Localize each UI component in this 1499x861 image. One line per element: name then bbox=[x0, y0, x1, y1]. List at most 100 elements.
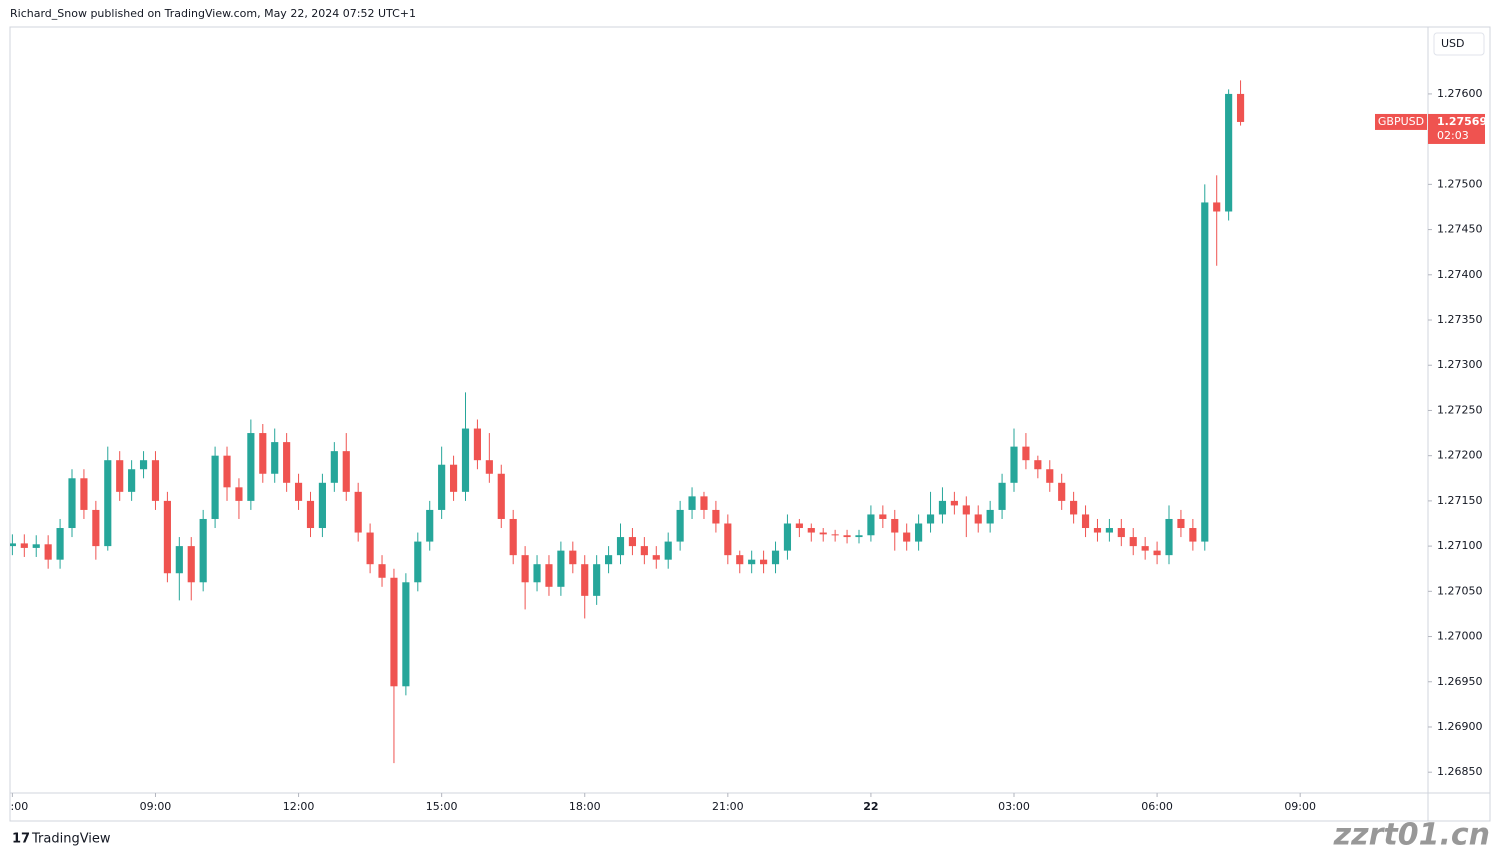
candle-body bbox=[581, 564, 589, 596]
candle-body bbox=[688, 496, 696, 510]
candle-body bbox=[926, 514, 935, 524]
candle-body bbox=[1141, 546, 1149, 551]
candle-body bbox=[1058, 482, 1066, 501]
x-tick-label: 22 bbox=[863, 800, 878, 813]
candle-body bbox=[485, 460, 493, 474]
candle-body bbox=[557, 550, 565, 587]
candle-body bbox=[1189, 528, 1197, 542]
frame bbox=[9, 26, 1491, 822]
candle-body bbox=[1010, 446, 1018, 483]
candle-body bbox=[986, 509, 994, 524]
candle-body bbox=[32, 544, 40, 548]
candle-body bbox=[938, 500, 947, 515]
y-tick-label: 1.27200 bbox=[1437, 449, 1483, 462]
candle-body bbox=[1070, 500, 1078, 515]
x-tick-label: 09:00 bbox=[140, 800, 172, 813]
candle-body bbox=[950, 500, 958, 506]
candle-body bbox=[390, 577, 398, 687]
y-tick-label: 1.27450 bbox=[1437, 223, 1483, 236]
candle-body bbox=[831, 534, 839, 536]
candle-body bbox=[271, 442, 279, 474]
candle-body bbox=[783, 523, 792, 551]
x-tick-label: 06:00 bbox=[0, 800, 28, 813]
candle-body bbox=[1213, 202, 1221, 212]
candle-body bbox=[974, 514, 982, 524]
candle-body bbox=[760, 559, 768, 565]
candle-body bbox=[461, 428, 470, 492]
x-tick-label: 09:00 bbox=[1284, 800, 1316, 813]
candle-body bbox=[1153, 550, 1161, 556]
candle-body bbox=[962, 505, 970, 515]
candle-body bbox=[771, 550, 780, 565]
candle-body bbox=[68, 478, 76, 529]
y-tick-label: 1.27150 bbox=[1437, 494, 1483, 507]
candle-body bbox=[414, 541, 422, 583]
candle-body bbox=[1129, 537, 1137, 547]
candle-body bbox=[1081, 514, 1090, 529]
currency-box[interactable] bbox=[1433, 32, 1485, 56]
candle-body bbox=[1117, 528, 1125, 538]
candle-body bbox=[1093, 528, 1102, 533]
candle-body bbox=[1034, 460, 1042, 470]
y-tick-label: 1.27500 bbox=[1437, 177, 1483, 190]
candle-body bbox=[1022, 446, 1030, 461]
candle-body bbox=[605, 555, 613, 565]
candle-body bbox=[903, 532, 911, 542]
currency[interactable]: USD bbox=[1441, 37, 1465, 50]
candle-body bbox=[867, 514, 875, 536]
candle-body bbox=[247, 433, 255, 501]
candle-body bbox=[426, 509, 434, 542]
candle-body bbox=[151, 460, 160, 501]
candle-body bbox=[497, 473, 505, 519]
candle-body bbox=[80, 478, 88, 510]
candle-body bbox=[294, 482, 303, 501]
candle-body bbox=[223, 455, 231, 488]
candle-body bbox=[449, 464, 458, 492]
candle-body bbox=[438, 464, 446, 510]
candle-body bbox=[10, 543, 16, 547]
candle-body bbox=[342, 451, 350, 492]
candle-body bbox=[306, 500, 315, 529]
candle-body bbox=[235, 487, 243, 501]
candle-body bbox=[402, 582, 410, 687]
candle-body bbox=[509, 518, 517, 556]
x-tick-label: 15:00 bbox=[426, 800, 458, 813]
candle-body bbox=[795, 523, 803, 529]
candle-body bbox=[676, 509, 684, 542]
candle-body bbox=[700, 496, 708, 510]
candle-body bbox=[724, 523, 732, 556]
candle-body bbox=[712, 509, 720, 524]
y-tick-label: 1.26950 bbox=[1437, 675, 1483, 688]
candle-body bbox=[855, 535, 863, 538]
candle-body bbox=[652, 555, 660, 560]
y-tick-label: 1.27050 bbox=[1437, 584, 1483, 597]
candle-body bbox=[843, 535, 851, 538]
candle-body bbox=[664, 541, 672, 560]
candle-body bbox=[283, 442, 291, 483]
y-tick-label: 1.27400 bbox=[1437, 268, 1483, 281]
candle-body bbox=[259, 433, 267, 474]
candle-body bbox=[998, 482, 1006, 510]
candle-body bbox=[128, 469, 136, 492]
brand[interactable]: TradingView bbox=[31, 832, 111, 847]
candle-body bbox=[736, 555, 744, 565]
candle-body bbox=[879, 514, 887, 519]
candle-body bbox=[748, 559, 756, 565]
candle-body bbox=[593, 564, 601, 596]
y-tick-label: 1.26850 bbox=[1437, 765, 1483, 778]
candle-body bbox=[1225, 93, 1233, 212]
candle-body bbox=[199, 518, 207, 583]
candle-body bbox=[354, 491, 362, 533]
candle-body bbox=[473, 428, 481, 461]
header: Richard_Snow published on TradingView.co… bbox=[10, 7, 416, 20]
candle-body bbox=[891, 518, 899, 533]
candle-body bbox=[819, 532, 827, 535]
candle-body bbox=[1201, 202, 1209, 542]
candle-body bbox=[521, 555, 529, 583]
x-tick-label: 21:00 bbox=[712, 800, 744, 813]
y-tick-label: 1.27100 bbox=[1437, 539, 1483, 552]
candle-body bbox=[56, 528, 64, 560]
candle-body bbox=[1165, 518, 1173, 556]
symbol-box bbox=[1375, 113, 1427, 130]
